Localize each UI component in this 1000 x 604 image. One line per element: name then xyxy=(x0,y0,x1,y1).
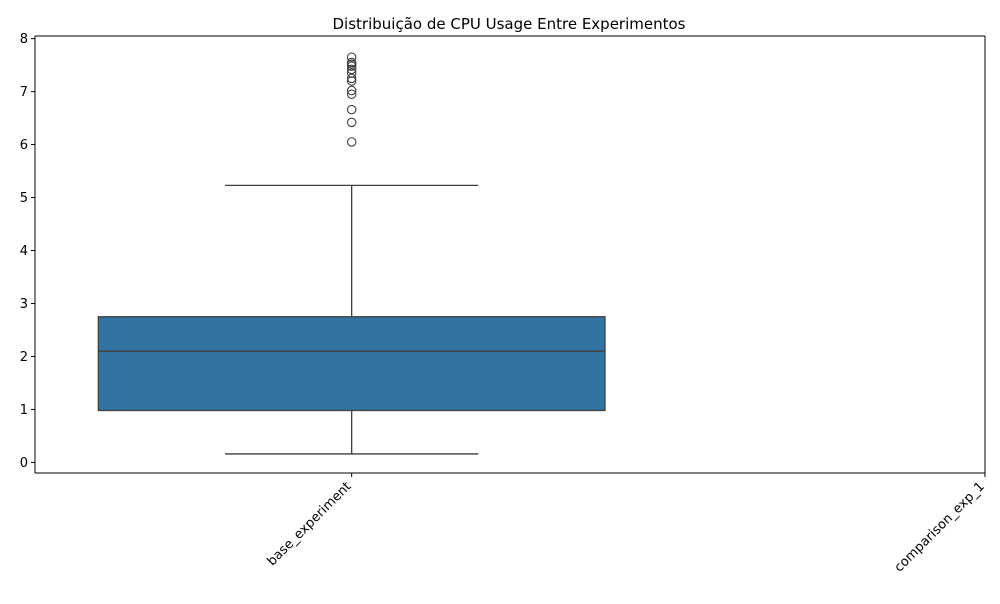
y-tick-label: 3 xyxy=(20,297,28,312)
outlier-point xyxy=(346,64,357,75)
outlier-point xyxy=(346,89,357,100)
outlier-point xyxy=(346,104,357,115)
y-tick-label: 1 xyxy=(20,403,28,418)
y-tick-label: 2 xyxy=(20,350,28,365)
plot-area: 0 1 2 3 4 5 6 7 8 base_experiment comparison_exp_1 xyxy=(20,32,988,575)
outlier-point xyxy=(346,57,357,68)
outlier-point xyxy=(346,52,357,62)
chart-title: Distribuição de CPU Usage Entre Experime… xyxy=(333,15,686,33)
y-tick-label: 6 xyxy=(20,138,28,153)
y-tick-label: 5 xyxy=(20,191,28,206)
outlier-point xyxy=(346,73,357,84)
outlier-point xyxy=(346,117,357,128)
y-tick-label: 8 xyxy=(20,32,28,47)
outlier-point xyxy=(346,85,357,96)
y-tick-label: 0 xyxy=(20,456,28,471)
y-tick-label: 7 xyxy=(20,85,28,100)
y-tick-label: 4 xyxy=(20,244,28,259)
outlier-point xyxy=(346,68,357,78)
x-tick-label: comparison_exp_1 xyxy=(892,479,988,575)
x-tick-label: base_experiment xyxy=(265,479,355,569)
outlier-point xyxy=(346,137,357,147)
iqr-box xyxy=(97,316,606,412)
